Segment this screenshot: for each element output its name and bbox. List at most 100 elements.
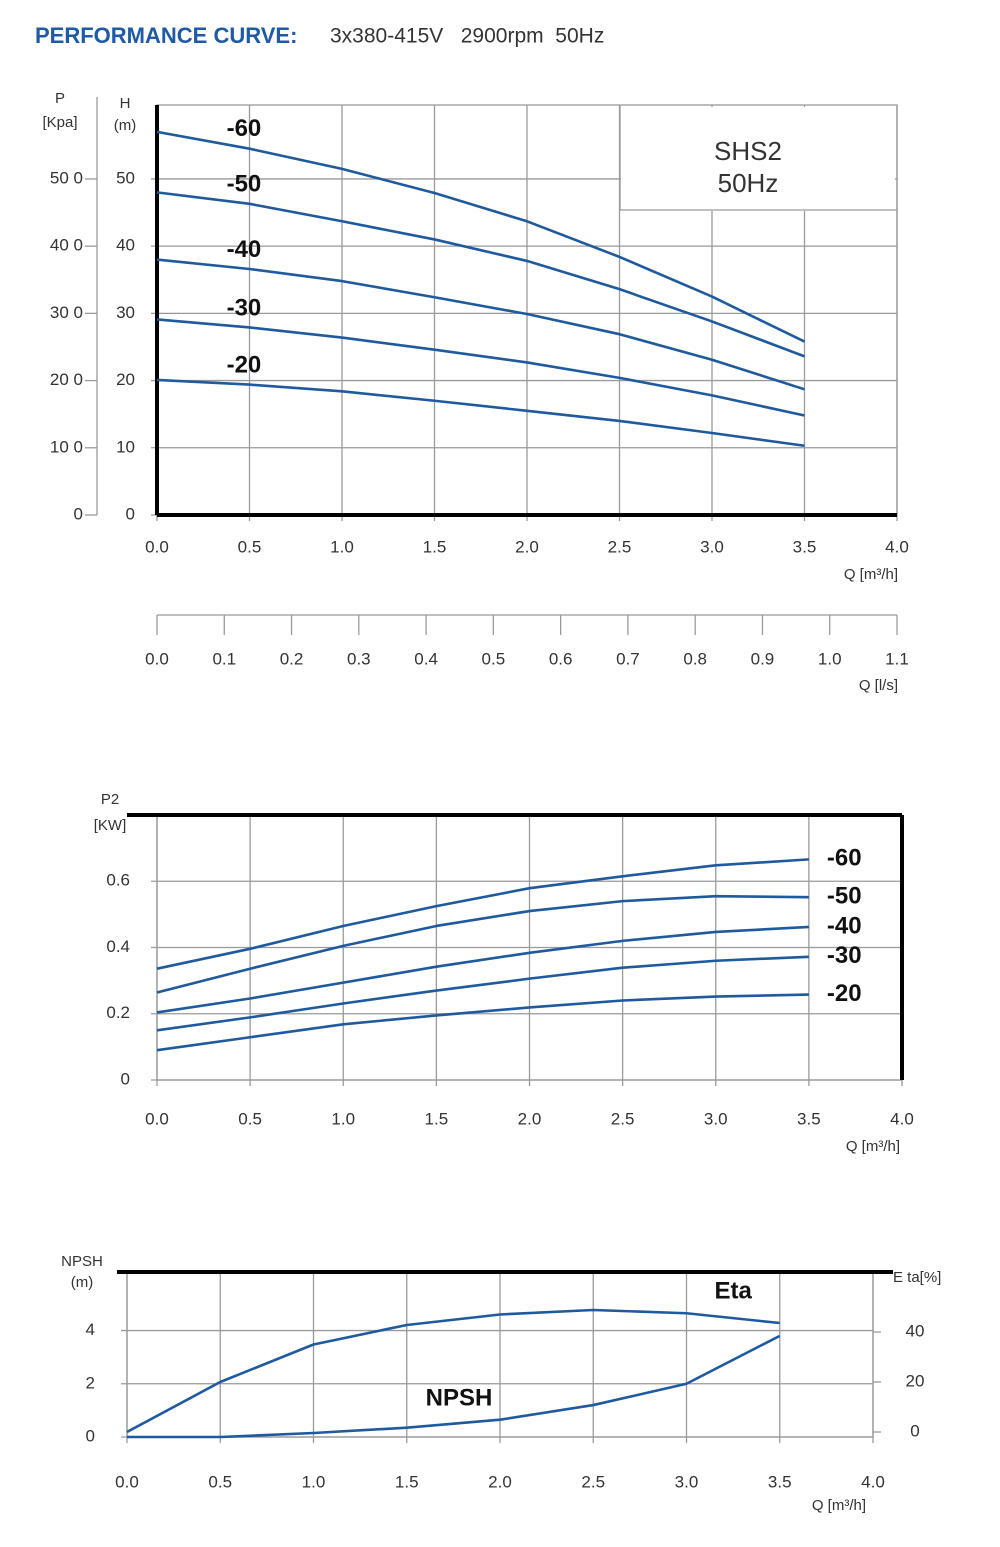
y-tick-label: 40 [116,236,135,255]
curve [156,858,809,970]
x-tick-label: 4.0 [861,1472,885,1491]
x-tick-label: 3.5 [797,1109,821,1128]
x-tick-label: 2.5 [608,537,632,556]
y-axis-label: P2 [101,791,119,808]
curve [156,378,805,448]
x-tick-label: 1.0 [302,1472,326,1491]
x-tick-label: 1.5 [395,1472,419,1491]
y-tick-label: 0 [126,504,135,523]
curve [156,130,806,343]
y2-tick-label: 20 0 [50,370,83,389]
x-tick-label: 1.5 [425,1109,449,1128]
y-tick-label: 0.4 [106,937,130,956]
x-tick-label: 3.5 [793,537,817,556]
x-tick-label: 0.0 [115,1472,139,1491]
x2-tick-label: 0.1 [212,649,236,668]
x2-tick-label: 1.0 [818,649,842,668]
x-tick-label: 1.0 [330,537,354,556]
y-tick-label: 0.2 [106,1003,130,1022]
y-tick-label: 20 [116,370,135,389]
y-tick-label: 30 [116,303,135,322]
y-tick-label: 0 [121,1069,130,1088]
x-tick-label: 3.5 [768,1472,792,1491]
y2-tick-label: 40 [906,1321,925,1340]
y2-tick-label: 10 0 [50,437,83,456]
annotation: SHS2 [714,136,782,166]
y-tick-label: 4 [86,1320,95,1339]
curve [156,258,805,391]
x2-axis-label: Q [l/s] [859,677,898,694]
curve [156,993,809,1052]
x2-tick-label: 0.6 [549,649,573,668]
x-tick-label: 0.5 [238,1109,262,1128]
curve-label: Eta [714,1277,752,1304]
x-tick-label: 4.0 [890,1109,914,1128]
y2-tick-label: 30 0 [50,303,83,322]
y-axis-label: [KW] [94,817,127,834]
y-tick-label: 10 [116,437,135,456]
y-axis-label: (m) [114,117,137,134]
x-tick-label: 3.0 [700,537,724,556]
y2-tick-label: 0 [910,1421,919,1440]
x-axis-label: Q [m³/h] [844,566,898,583]
annotation: 50Hz [718,168,779,198]
x2-tick-label: 0.9 [751,649,775,668]
x-tick-label: 3.0 [675,1472,699,1491]
y2-tick-label: 50 0 [50,168,83,187]
curve-label: -40 [827,912,862,939]
curve-label: -40 [227,236,262,263]
curve [156,318,805,417]
y2-tick-label: 40 0 [50,236,83,255]
x-tick-label: 2.5 [611,1109,635,1128]
x2-tick-label: 1.1 [885,649,909,668]
y2-axis-label: P [55,90,65,107]
y2-axis-label: [Kpa] [42,114,77,131]
x-tick-label: 0.0 [145,1109,169,1128]
x2-tick-label: 0.7 [616,649,640,668]
y-tick-label: 0.6 [106,871,130,890]
curve [126,1308,780,1434]
x-tick-label: 2.0 [515,537,539,556]
y-axis-label: (m) [71,1274,94,1291]
curve-label: -60 [227,115,262,142]
x-tick-label: 1.5 [423,537,447,556]
header-title: PERFORMANCE CURVE: [35,23,297,48]
curve [156,925,809,1014]
curve [127,1334,781,1439]
x-tick-label: 2.0 [488,1472,512,1491]
x-tick-label: 3.0 [704,1109,728,1128]
curve-label: -30 [827,942,862,969]
y2-axis-label: E ta[%] [893,1269,941,1286]
y2-tick-label: 20 [906,1371,925,1390]
x-tick-label: 2.0 [518,1109,542,1128]
x2-tick-label: 0.0 [145,649,169,668]
x2-tick-label: 0.8 [683,649,707,668]
curve-label: -20 [227,352,262,379]
y-axis-label: H [120,95,131,112]
x2-tick-label: 0.4 [414,649,438,668]
y-tick-label: 2 [86,1373,95,1392]
x-tick-label: 0.5 [238,537,262,556]
y-axis-label: NPSH [61,1253,103,1270]
curve-label: -60 [827,845,862,872]
header-subtitle: 3x380-415V 2900rpm 50Hz [330,25,604,48]
x-tick-label: 1.0 [331,1109,355,1128]
curve-label: -50 [827,882,862,909]
curve-label: -30 [227,294,262,321]
x-tick-label: 0.5 [208,1472,232,1491]
y-tick-label: 50 [116,168,135,187]
x-axis-label: Q [m³/h] [812,1497,866,1514]
curve [156,894,809,994]
curve-label: -50 [227,170,262,197]
x-tick-label: 0.0 [145,537,169,556]
x2-tick-label: 0.3 [347,649,371,668]
x2-tick-label: 0.5 [482,649,506,668]
y-tick-label: 0 [86,1426,95,1445]
annotation-box-bg [621,107,895,211]
x-axis-label: Q [m³/h] [846,1138,900,1155]
y2-tick-label: 0 [74,504,83,523]
curve [156,191,805,358]
x2-tick-label: 0.2 [280,649,304,668]
